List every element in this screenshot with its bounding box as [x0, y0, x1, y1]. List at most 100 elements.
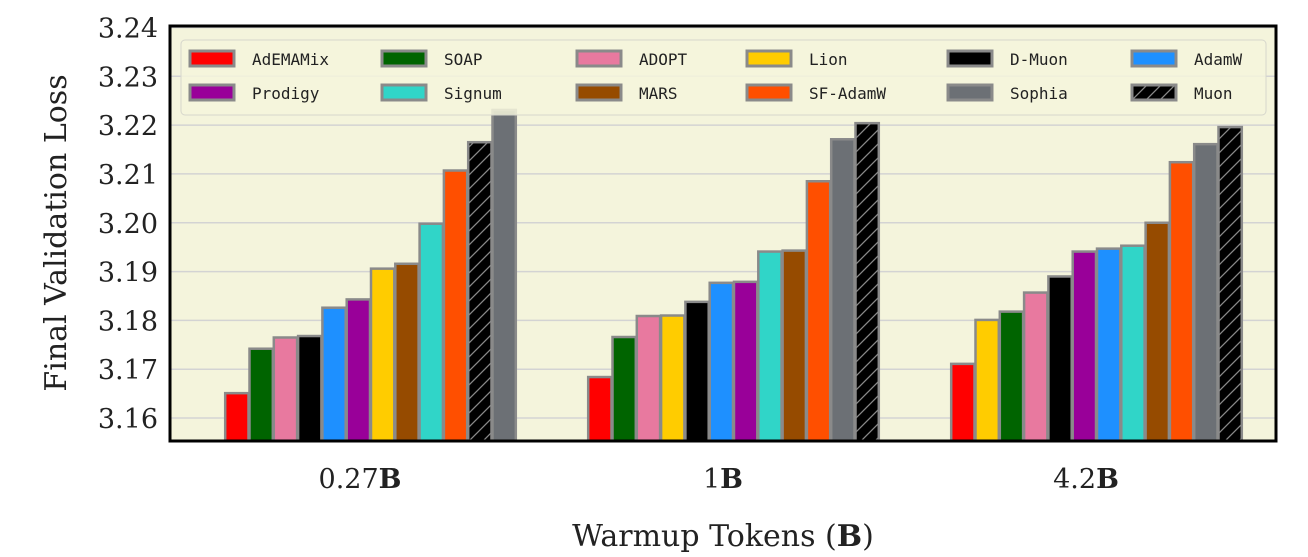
- legend-label: MARS: [639, 84, 678, 103]
- x-tick-number: 0.27: [319, 464, 379, 495]
- bar-sf-adamw-0.27b: [442, 169, 469, 441]
- bar-prodigy-1b: [732, 280, 759, 441]
- bar-soap-0.27b: [248, 347, 275, 441]
- bar-signum-4.2b: [1120, 244, 1146, 441]
- legend-item-prodigy: Prodigy: [188, 83, 320, 103]
- legend-item-soap: SOAP: [380, 49, 483, 69]
- bar-d-muon-4.2b: [1047, 275, 1073, 441]
- x-tick-unit: B: [379, 464, 402, 495]
- x-tick-unit: B: [1096, 464, 1119, 495]
- x-axis-title-close: ): [862, 519, 874, 554]
- legend-swatch: [1130, 49, 1178, 68]
- bar-adopt-0.27b: [272, 336, 299, 441]
- bar-ademamix-1b: [586, 375, 613, 441]
- x-tick-number: 4.2: [1053, 464, 1096, 495]
- y-tick-label: 3.16: [98, 404, 158, 435]
- legend-label: ADOPT: [639, 50, 688, 69]
- bar-sophia-4.2b: [1192, 142, 1219, 441]
- x-tick-number: 1: [703, 464, 720, 495]
- legend-item-adopt: ADOPT: [575, 49, 688, 69]
- legend-swatch: [188, 83, 236, 102]
- y-tick-label: 3.17: [98, 355, 158, 386]
- legend-swatch: [380, 49, 428, 68]
- bar-adamw-0.27b: [321, 306, 347, 441]
- bar-sophia-0.27b: [491, 108, 518, 441]
- x-tick-unit: B: [720, 464, 743, 495]
- bar-adopt-1b: [635, 314, 662, 441]
- legend-item-signum: Signum: [380, 83, 502, 103]
- legend-label: Muon: [1194, 84, 1233, 103]
- legend-item-sf-adamw: SF-AdamW: [745, 83, 886, 103]
- bar-lion-0.27b: [369, 267, 396, 441]
- legend-label: AdamW: [1194, 50, 1243, 69]
- x-axis-title-text: Warmup Tokens (: [572, 519, 837, 554]
- legend-item-sophia: Sophia: [946, 83, 1068, 103]
- x-tick-label: 0.27B: [319, 464, 402, 495]
- x-tick-label: 4.2B: [1053, 464, 1119, 495]
- y-tick-label: 3.23: [98, 62, 158, 93]
- legend-item-d-muon: D-Muon: [946, 49, 1068, 69]
- bar-adopt-4.2b: [1022, 291, 1049, 441]
- bar-adamw-4.2b: [1095, 247, 1122, 441]
- bar-muon-4.2b: [1217, 125, 1244, 441]
- legend: AdEMAMix SOAP ADOPT Lion D-Muon AdamW Prodigy S…: [180, 39, 1267, 116]
- legend-swatch: [188, 49, 236, 68]
- legend-swatch: [946, 49, 994, 68]
- x-tick-label: 1B: [703, 464, 743, 495]
- bar-adamw-1b: [708, 281, 735, 441]
- bar-ademamix-4.2b: [949, 362, 976, 441]
- legend-swatch: [745, 49, 793, 68]
- legend-swatch: [380, 83, 428, 102]
- legend-swatch: [575, 49, 623, 68]
- legend-item-adamw: AdamW: [1130, 49, 1243, 69]
- legend-item-muon: Muon: [1130, 83, 1233, 103]
- plot-frame: [168, 24, 1278, 443]
- y-tick-label: 3.24: [98, 13, 158, 44]
- legend-swatch: [745, 83, 793, 102]
- y-axis-title: Final Validation Loss: [39, 74, 74, 391]
- legend-label: SF-AdamW: [809, 84, 886, 103]
- bar-sophia-1b: [829, 138, 856, 441]
- legend-item-mars: MARS: [575, 83, 678, 103]
- y-tick-label: 3.21: [98, 160, 158, 191]
- bar-mars-4.2b: [1144, 221, 1171, 441]
- legend-label: Prodigy: [252, 84, 320, 103]
- legend-swatch: [1130, 83, 1178, 102]
- legend-item-lion: Lion: [745, 49, 848, 69]
- y-tick-label: 3.20: [98, 209, 158, 240]
- legend-label: SOAP: [444, 50, 483, 69]
- bar-d-muon-0.27b: [296, 334, 323, 441]
- x-axis-title-unit: B: [837, 519, 862, 554]
- bar-lion-4.2b: [974, 318, 1001, 441]
- bar-ademamix-0.27b: [223, 391, 250, 441]
- bar-lion-1b: [659, 314, 686, 441]
- legend-swatch: [946, 83, 994, 102]
- bar-prodigy-4.2b: [1071, 250, 1098, 441]
- legend-label: Signum: [444, 84, 502, 103]
- y-tick-label: 3.22: [98, 111, 158, 142]
- bar-muon-1b: [854, 121, 881, 441]
- bar-signum-1b: [757, 250, 783, 441]
- bar-mars-1b: [781, 249, 808, 441]
- legend-label: D-Muon: [1010, 50, 1068, 69]
- x-axis-ticks: 0.27B 1B 4.2B: [319, 464, 1119, 495]
- legend-label: Sophia: [1010, 84, 1068, 103]
- y-tick-label: 3.19: [98, 258, 158, 289]
- legend-item-ademamix: AdEMAMix: [188, 49, 329, 69]
- bar-prodigy-0.27b: [345, 298, 372, 441]
- bar-sf-adamw-1b: [805, 180, 832, 441]
- legend-label: Lion: [809, 50, 848, 69]
- bar-sf-adamw-4.2b: [1168, 160, 1195, 441]
- legend-frame: [180, 39, 1267, 116]
- bar-mars-0.27b: [394, 262, 420, 441]
- bar-soap-1b: [611, 335, 638, 441]
- bar-signum-0.27b: [418, 222, 445, 441]
- legend-label: AdEMAMix: [252, 50, 329, 69]
- bar-muon-0.27b: [466, 140, 493, 441]
- y-axis-ticks: 3.16 3.17 3.18 3.19 3.20 3.21 3.22 3.23 3.24: [98, 13, 158, 435]
- y-tick-label: 3.18: [98, 306, 158, 337]
- x-axis-title: Warmup Tokens (B): [572, 519, 874, 554]
- bar-d-muon-1b: [684, 300, 710, 441]
- legend-swatch: [575, 83, 623, 102]
